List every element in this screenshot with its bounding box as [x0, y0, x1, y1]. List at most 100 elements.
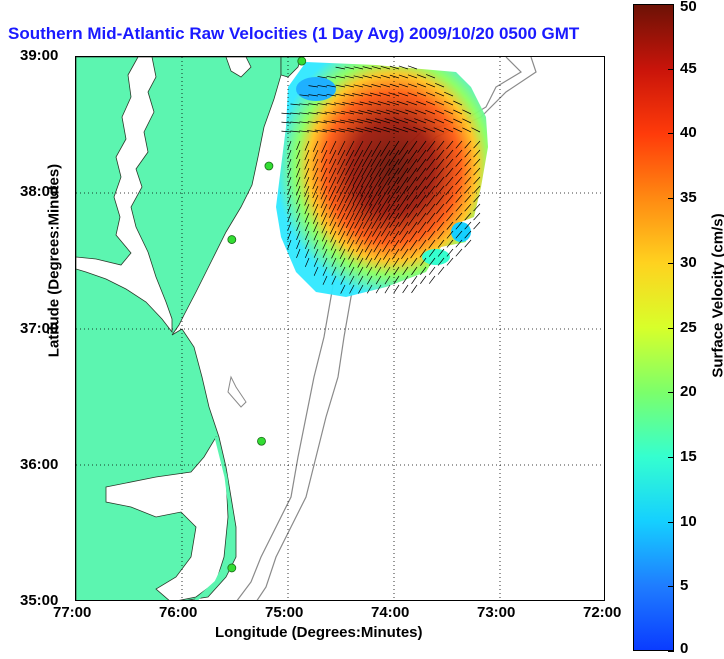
- velocity-arrow: [425, 176, 436, 189]
- velocity-arrow: [411, 257, 418, 267]
- velocity-arrow: [343, 93, 355, 97]
- velocity-arrow: [398, 140, 409, 156]
- bathymetry-contour: [227, 375, 247, 408]
- velocity-arrow: [354, 140, 364, 157]
- velocity-arrow: [360, 167, 373, 188]
- velocity-arrow: [435, 176, 445, 188]
- velocity-arrow: [304, 185, 310, 197]
- velocity-arrow: [321, 212, 328, 226]
- velocity-arrow: [304, 167, 310, 179]
- velocity-arrow: [464, 140, 472, 149]
- velocity-arrow: [387, 100, 400, 106]
- velocity-arrow: [426, 212, 436, 224]
- velocity-arrow: [426, 203, 436, 216]
- velocity-arrow: [345, 212, 355, 228]
- velocity-arrow: [313, 230, 319, 241]
- velocity-arrow: [428, 275, 436, 284]
- velocity-arrow: [317, 85, 328, 88]
- velocity-arrow: [462, 127, 472, 133]
- velocity-arrow: [331, 257, 337, 267]
- velocity-arrow: [394, 118, 409, 124]
- velocity-arrow: [290, 112, 301, 115]
- velocity-arrow: [312, 194, 319, 207]
- velocity-arrow: [399, 230, 409, 244]
- velocity-arrow: [464, 212, 472, 221]
- velocity-arrow: [371, 84, 382, 88]
- velocity-arrow: [378, 194, 391, 213]
- velocity-arrow: [446, 248, 454, 257]
- velocity-arrow: [417, 221, 427, 234]
- velocity-arrow: [428, 266, 436, 275]
- velocity-arrow: [354, 221, 364, 237]
- velocity-arrow: [353, 194, 364, 213]
- velocity-arrow: [408, 221, 418, 235]
- velocity-arrow: [407, 65, 418, 70]
- velocity-arrow: [361, 158, 373, 178]
- velocity-arrow: [433, 127, 445, 133]
- velocity-arrow: [455, 194, 463, 203]
- velocity-arrow: [329, 212, 337, 227]
- velocity-arrow: [313, 257, 319, 267]
- velocity-arrow: [426, 194, 436, 207]
- velocity-arrow: [375, 118, 391, 124]
- colorbar-tick-mark: [668, 456, 674, 458]
- velocity-arrow: [296, 149, 301, 160]
- velocity-arrow: [444, 118, 454, 124]
- velocity-arrow: [464, 239, 472, 248]
- velocity-arrow: [313, 221, 319, 233]
- velocity-arrow: [344, 84, 355, 88]
- velocity-arrow: [332, 111, 346, 115]
- velocity-arrow: [384, 284, 391, 294]
- velocity-arrow: [331, 120, 346, 124]
- velocity-arrow: [390, 230, 400, 244]
- velocity-arrow: [353, 84, 364, 88]
- velocity-arrow: [473, 158, 481, 167]
- velocity-arrow: [346, 230, 355, 244]
- chart-title: Southern Mid-Atlantic Raw Velocities (1 …: [8, 24, 580, 43]
- hf-radar-stations: [227, 57, 307, 573]
- velocity-arrow: [304, 230, 310, 240]
- velocity-arrow: [366, 266, 373, 276]
- velocity-arrow: [417, 140, 427, 153]
- velocity-arrow: [349, 275, 355, 285]
- outer-banks: [193, 436, 233, 600]
- velocity-arrow: [398, 83, 409, 88]
- velocity-arrow: [340, 257, 346, 267]
- velocity-arrow: [375, 284, 382, 294]
- velocity-arrow: [304, 194, 310, 206]
- velocity-arrow: [359, 101, 373, 106]
- velocity-arrow: [455, 185, 463, 194]
- velocity-arrow: [445, 194, 454, 205]
- velocity-arrow: [428, 257, 436, 266]
- velocity-arrow: [473, 176, 481, 185]
- velocity-arrow: [360, 185, 373, 206]
- velocity-arrow: [378, 167, 391, 187]
- colorbar-label: Surface Velocity (cm/s): [709, 213, 724, 378]
- velocity-arrow: [344, 75, 355, 79]
- velocity-arrow: [445, 185, 454, 196]
- velocity-arrow: [401, 257, 409, 267]
- map-plot-area[interactable]: [75, 56, 605, 601]
- velocity-arrow: [428, 248, 436, 257]
- velocity-arrow: [407, 203, 418, 218]
- velocity-arrow: [393, 126, 409, 133]
- velocity-arrow: [437, 239, 445, 248]
- velocity-arrow: [473, 167, 481, 176]
- velocity-arrow: [435, 167, 445, 179]
- velocity-arrow: [372, 230, 382, 245]
- velocity-arrow: [337, 149, 346, 165]
- velocity-arrow: [473, 203, 481, 212]
- velocity-arrow: [340, 284, 346, 294]
- velocity-arrow: [340, 266, 346, 276]
- velocity-arrow: [446, 230, 454, 239]
- velocity-arrow: [398, 74, 409, 79]
- velocity-arrow: [371, 140, 382, 157]
- velocity-arrow: [333, 102, 346, 106]
- velocity-arrow: [406, 176, 418, 192]
- velocity-arrow: [393, 275, 400, 285]
- velocity-arrow: [453, 109, 463, 115]
- velocity-arrow: [353, 203, 364, 221]
- velocity-arrow: [435, 109, 445, 115]
- velocity-arrow: [317, 103, 328, 106]
- velocity-arrow: [437, 248, 445, 257]
